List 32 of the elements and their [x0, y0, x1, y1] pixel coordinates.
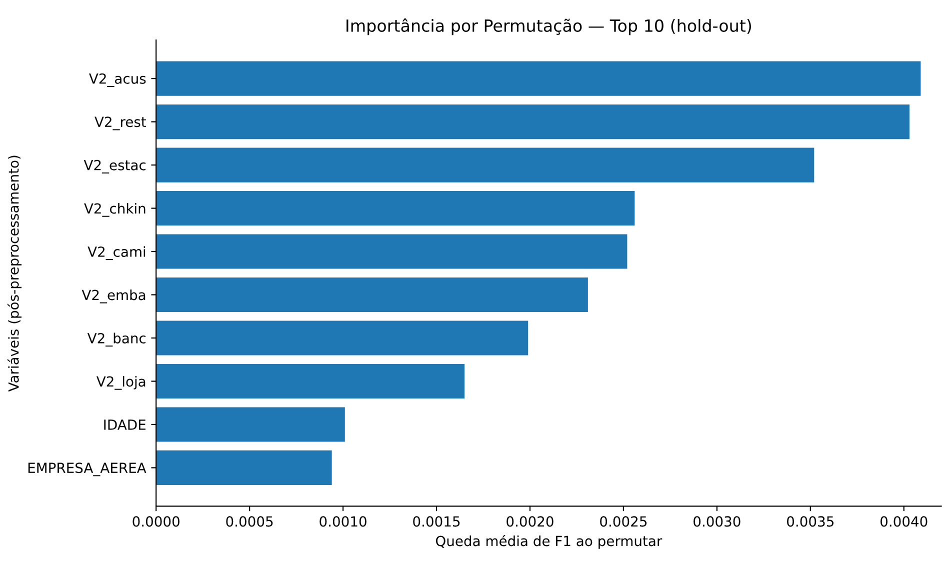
x-tick-label: 0.0020	[506, 516, 554, 527]
bar	[156, 277, 588, 312]
bar	[156, 61, 921, 96]
bar	[156, 320, 528, 356]
bar	[156, 190, 635, 226]
bar	[156, 148, 814, 182]
x-tick-label: 0.0015	[413, 516, 460, 527]
y-tick-label: IDADE	[104, 420, 146, 430]
y-tick-label: V2_cami	[88, 246, 146, 260]
x-tick-label: 0.0030	[694, 516, 740, 527]
y-axis-title: Variáveis (pós-preprocessamento)	[8, 156, 22, 392]
chart-title: Importância por Permutação — Top 10 (hold-out)	[346, 18, 751, 36]
x-axis-title: Queda média de F1 ao permutar	[436, 534, 662, 549]
bar	[156, 104, 910, 140]
y-tick-label: V2_banc	[87, 332, 146, 347]
y-tick-label: V2_emba	[82, 289, 146, 304]
y-tick-label: V2_acus	[89, 73, 146, 87]
bar	[156, 450, 332, 486]
x-tick-label: 0.0035	[787, 516, 834, 527]
y-tick-label: V2_chkin	[84, 202, 146, 217]
y-tick-label: V2_estac	[84, 160, 146, 174]
bar	[156, 364, 465, 399]
y-tick-label: V2_loja	[96, 376, 146, 390]
bar	[156, 234, 628, 269]
x-tick-label: 0.0040	[880, 516, 928, 527]
bar	[156, 407, 345, 442]
x-tick-label: 0.0010	[320, 516, 366, 527]
y-tick-label: V2_rest	[94, 116, 146, 130]
x-tick-label: 0.0000	[132, 516, 180, 527]
x-tick-label: 0.0005	[226, 516, 273, 527]
y-tick-label: EMPRESA_AEREA	[28, 462, 146, 476]
x-tick-label: 0.0025	[600, 516, 647, 527]
